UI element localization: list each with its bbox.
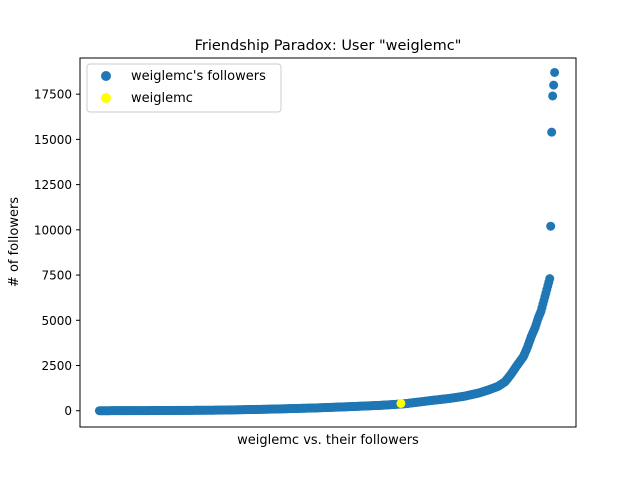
y-axis-label: # of followers (7, 197, 22, 287)
y-tick-label: 15000 (34, 133, 72, 147)
legend-box (86, 63, 282, 113)
legend-marker-followers (101, 71, 111, 81)
y-tick-label: 17500 (34, 88, 72, 102)
y-tick-label: 10000 (34, 223, 72, 237)
y-axis: 0 2500 5000 7500 10000 12500 15000 17500 (34, 88, 80, 418)
legend-marker-user (101, 93, 111, 103)
plot-area (94, 67, 560, 416)
data-point-follower (545, 274, 555, 284)
data-point-follower (546, 221, 556, 231)
y-tick-label: 7500 (41, 269, 72, 283)
axes-frame (79, 57, 577, 428)
legend: weiglemc's followers weiglemc (86, 63, 282, 113)
data-point-follower (549, 80, 559, 90)
legend-label-followers: weiglemc's followers (131, 69, 266, 84)
chart-title: Friendship Paradox: User "weiglemc" (195, 38, 462, 54)
data-point-user (396, 398, 406, 408)
y-tick-label: 0 (64, 404, 72, 418)
y-tick-label: 12500 (34, 178, 72, 192)
y-tick-label: 5000 (41, 314, 72, 328)
y-tick-label: 2500 (41, 359, 72, 373)
data-point-follower (548, 91, 558, 101)
data-point-follower (547, 127, 557, 137)
x-axis-label: weiglemc vs. their followers (237, 433, 419, 448)
data-point-follower (550, 67, 560, 77)
legend-label-user: weiglemc (131, 91, 193, 106)
